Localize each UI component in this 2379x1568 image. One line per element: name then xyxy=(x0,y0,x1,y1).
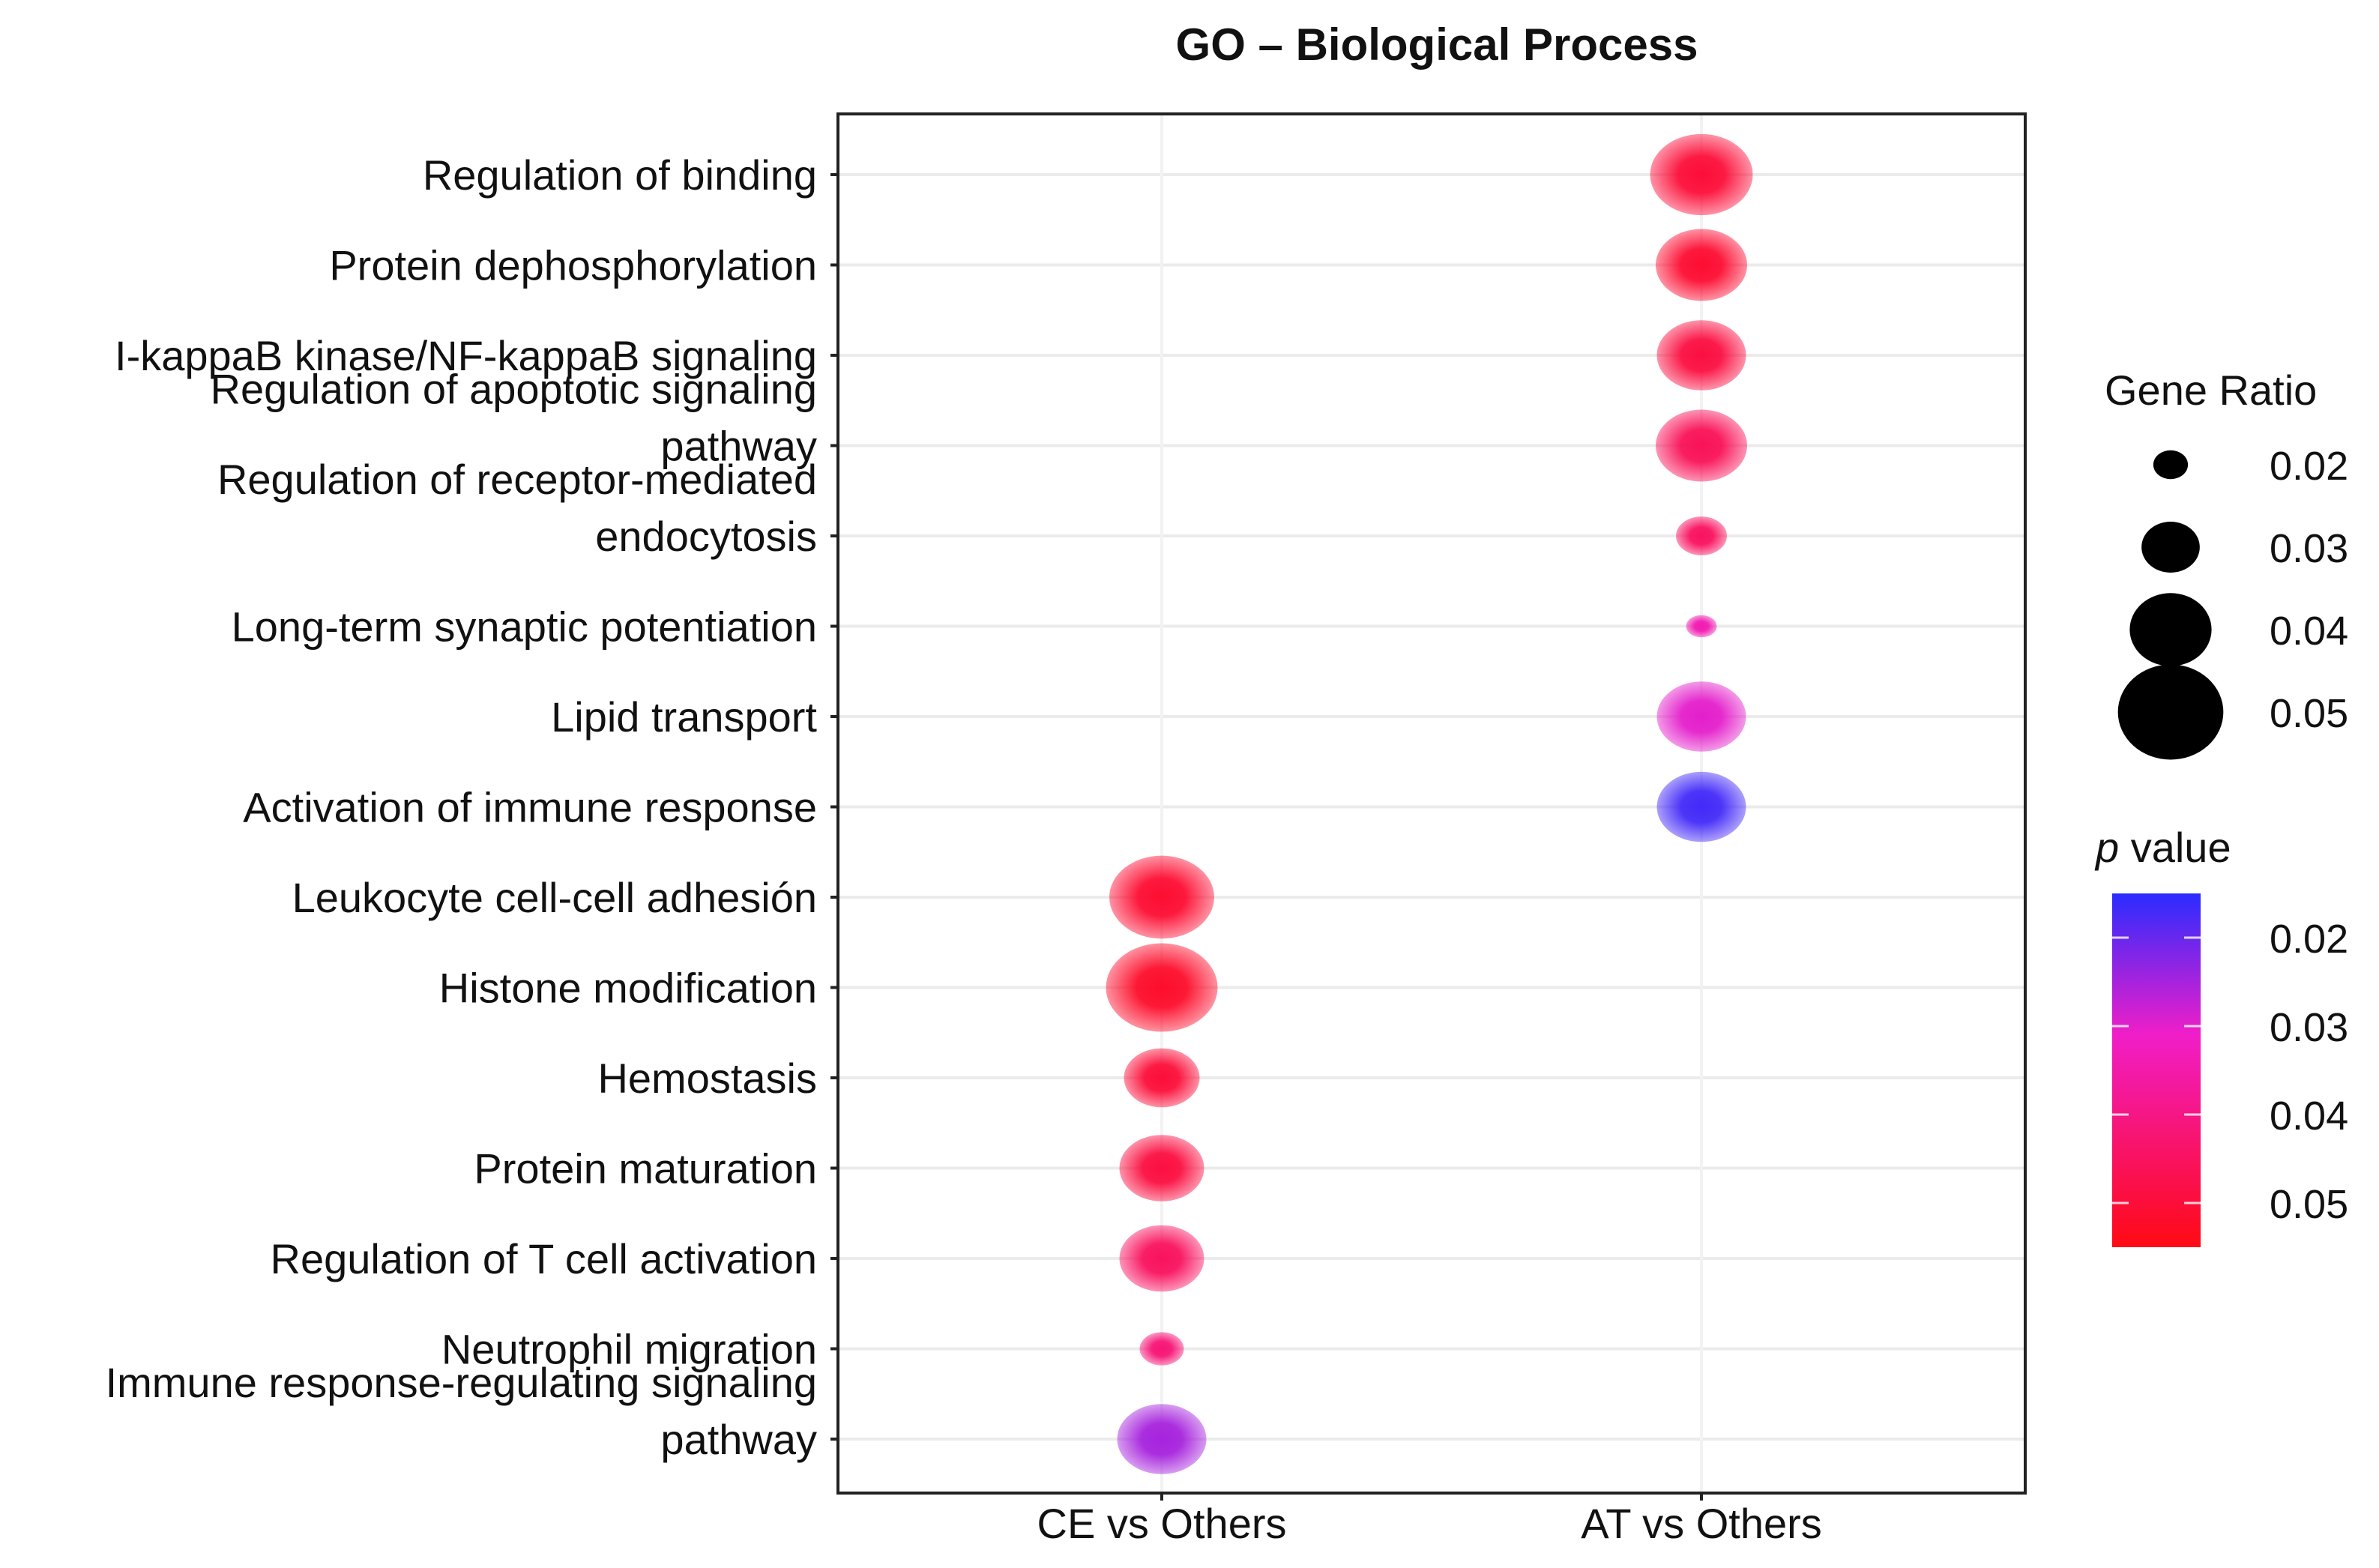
y-tick-label: Regulation of receptor-mediated xyxy=(217,456,817,503)
legend-color-label: 0.03 xyxy=(2270,1005,2348,1050)
data-point xyxy=(1650,133,1753,216)
data-point xyxy=(1656,681,1746,752)
data-point xyxy=(1139,1332,1184,1366)
legend-size-label: 0.05 xyxy=(2270,691,2348,736)
legend-size-key xyxy=(2129,593,2212,666)
legend-size-title: Gene Ratio xyxy=(2105,367,2317,414)
legend-color-label: 0.04 xyxy=(2270,1094,2348,1139)
y-tick-label: Activation of immune response xyxy=(243,784,817,831)
legend-color-title-italic: p xyxy=(2094,824,2119,871)
data-point xyxy=(1656,771,1746,842)
y-tick-label: Regulation of binding xyxy=(423,151,817,199)
x-tick-label: AT vs Others xyxy=(1581,1500,1822,1547)
y-tick-label: Protein maturation xyxy=(474,1145,817,1192)
legend-p-value: p value 0.02 0.03 0.04 0.05 xyxy=(2094,824,2348,1247)
data-point xyxy=(1119,1225,1204,1292)
legend-color-bar xyxy=(2112,893,2201,1247)
data-point xyxy=(1119,1135,1204,1201)
legend-size-label: 0.04 xyxy=(2270,609,2348,654)
y-tick-label: Regulation of T cell activation xyxy=(271,1235,817,1282)
legend-size-label: 0.03 xyxy=(2270,526,2348,571)
y-tick-label: Lipid transport xyxy=(551,693,817,741)
y-tick-label: pathway xyxy=(660,423,817,470)
y-tick-label: pathway xyxy=(660,1416,817,1463)
chart-title: GO – Biological Process xyxy=(1176,19,1698,70)
legend-gene-ratio: Gene Ratio 0.02 0.03 0.04 0.05 xyxy=(2105,367,2348,760)
data-point xyxy=(1109,855,1214,939)
y-tick-label: Immune response-regulating signaling xyxy=(106,1359,817,1406)
legend-size-key xyxy=(2153,450,2189,480)
legend-color-title: p value xyxy=(2094,824,2231,871)
y-tick-label: Protein dephosphorylation xyxy=(329,242,817,289)
grid-lines xyxy=(838,114,2025,1493)
data-point xyxy=(1676,516,1727,555)
legend-size-key xyxy=(2141,522,2200,573)
data-point xyxy=(1656,320,1746,391)
x-axis: CE vs Others AT vs Others xyxy=(1037,1493,1822,1547)
y-tick-label: Long-term synaptic potentiation xyxy=(232,603,817,651)
data-point xyxy=(1656,409,1747,482)
plot-panel-border xyxy=(836,112,2027,1495)
data-point xyxy=(1124,1048,1200,1108)
y-tick-label: I-kappaB kinase/NF-kappaB signaling xyxy=(115,332,817,379)
legend-size-key xyxy=(2117,664,2224,760)
y-tick-label: Histone modification xyxy=(439,965,817,1012)
data-point xyxy=(1106,943,1218,1032)
y-tick-label: Hemostasis xyxy=(597,1055,817,1102)
y-tick-label: Leukocyte cell-cell adhesión xyxy=(292,874,817,921)
data-point xyxy=(1656,229,1747,301)
x-tick-label: CE vs Others xyxy=(1037,1500,1287,1547)
legend-color-label: 0.02 xyxy=(2270,917,2348,962)
y-tick-label: Regulation of apoptotic signaling xyxy=(211,366,817,413)
y-tick-label: endocytosis xyxy=(595,513,817,560)
legend-color-title-rest: value xyxy=(2119,824,2231,871)
legend-size-label: 0.02 xyxy=(2270,444,2348,489)
data-point xyxy=(1686,615,1717,638)
y-tick-label: Neutrophil migration xyxy=(441,1326,817,1373)
legend-color-label: 0.05 xyxy=(2270,1182,2348,1227)
data-point xyxy=(1117,1404,1207,1474)
y-axis: Regulation of binding Protein dephosphory… xyxy=(106,151,838,1463)
data-points xyxy=(1106,133,1753,1474)
